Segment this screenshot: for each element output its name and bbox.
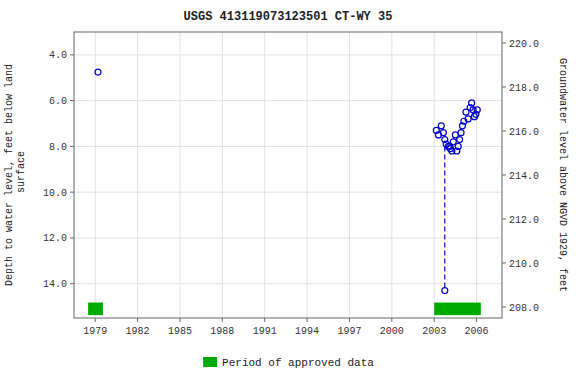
grid (74, 32, 502, 318)
x-tick-label: 1991 (253, 326, 277, 337)
point (465, 116, 471, 122)
background (0, 0, 576, 384)
y-tick-label: 12.0 (43, 233, 67, 244)
line (444, 146, 445, 290)
x-tick (391, 318, 392, 322)
plot-frame (74, 32, 502, 318)
x-tick-label: 1985 (168, 326, 192, 337)
y-tick (70, 100, 74, 101)
legend-swatch (203, 357, 217, 367)
grid-line-y (74, 237, 502, 238)
grid-line-x (476, 32, 477, 318)
y-tick (70, 283, 74, 284)
y2-tick (502, 219, 506, 220)
grid-line-y (74, 100, 502, 101)
x-tick-label: 2006 (465, 326, 489, 337)
legend: Period of approved data (203, 357, 374, 369)
point (455, 143, 461, 149)
x-tick (95, 318, 96, 322)
y2-axis-label: Groundwater level above NGVD 1929, feet (557, 58, 568, 292)
grid-line-x (95, 32, 96, 318)
period-bar (88, 303, 103, 316)
period-bar (434, 303, 481, 316)
grid-line-y (74, 192, 502, 193)
grid-line-x (307, 32, 308, 318)
x-axis: 1979 1982 1985 1988 1991 1994 1997 2000 2003 2006 (83, 318, 488, 337)
y2-tick (502, 131, 506, 132)
x-tick-label: 2000 (380, 326, 404, 337)
grid-line-x (179, 32, 180, 318)
y2-tick (502, 43, 506, 44)
legend-label: Period of approved data (222, 357, 374, 369)
y-tick-label: 14.0 (43, 279, 67, 290)
y-axis: 4.0 6.0 8.0 10.0 12.0 14.0 (43, 50, 74, 290)
x-tick (264, 318, 265, 322)
point (450, 139, 456, 145)
grid-line-x (222, 32, 223, 318)
grid-line-y (74, 283, 502, 284)
y-tick (70, 54, 74, 55)
y2-tick-label: 212.0 (509, 215, 539, 226)
point (457, 137, 463, 143)
y-tick-label: 6.0 (49, 96, 67, 107)
x-tick-label: 1982 (126, 326, 150, 337)
y-tick-label: 10.0 (43, 188, 67, 199)
x-tick (307, 318, 308, 322)
point (458, 130, 464, 136)
chart: USGS 413119073123501 CT-WY 35 1979 1982 198… (0, 0, 576, 384)
grid-line-x (391, 32, 392, 318)
point (438, 123, 444, 129)
y2-tick (502, 263, 506, 264)
y-tick (70, 192, 74, 193)
grid-line-x (434, 32, 435, 318)
x-tick (137, 318, 138, 322)
y-axis-label-line: surface (16, 151, 27, 199)
y2-tick (502, 175, 506, 176)
data (88, 69, 481, 315)
point (474, 107, 480, 113)
point (440, 130, 446, 136)
x-tick-label: 1997 (337, 326, 361, 337)
grid-line-y (74, 54, 502, 55)
y-axis-label: Depth to water level, feet below land su… (4, 64, 27, 286)
point (469, 100, 475, 106)
x-tick (434, 318, 435, 322)
y-tick-label: 8.0 (49, 142, 67, 153)
y2-tick-label: 214.0 (509, 171, 539, 182)
y-axis-label-line: Depth to water level, feet below land (4, 64, 15, 286)
y-tick (70, 146, 74, 147)
y2-tick-label: 218.0 (509, 83, 539, 94)
x-tick-label: 2003 (422, 326, 446, 337)
x-tick (476, 318, 477, 322)
y-tick-label: 4.0 (49, 50, 67, 61)
x-tick (222, 318, 223, 322)
y-tick (70, 237, 74, 238)
x-tick-label: 1979 (83, 326, 107, 337)
x-tick-label: 1994 (295, 326, 319, 337)
grid-line-x (349, 32, 350, 318)
y2-tick (502, 307, 506, 308)
y2-axis: 208.0 210.0 212.0 214.0 216.0 218.0 220.0 (502, 39, 539, 314)
y2-tick-label: 210.0 (509, 259, 539, 270)
y2-tick-label: 220.0 (509, 39, 539, 50)
y2-tick (502, 87, 506, 88)
grid-line-x (137, 32, 138, 318)
y2-tick-label: 208.0 (509, 303, 539, 314)
x-tick-label: 1988 (210, 326, 234, 337)
y2-tick-label: 216.0 (509, 127, 539, 138)
point (95, 69, 101, 75)
title: USGS 413119073123501 CT-WY 35 (184, 10, 393, 24)
grid-line-x (264, 32, 265, 318)
x-tick (179, 318, 180, 322)
grid-line-y (74, 146, 502, 147)
x-tick (349, 318, 350, 322)
